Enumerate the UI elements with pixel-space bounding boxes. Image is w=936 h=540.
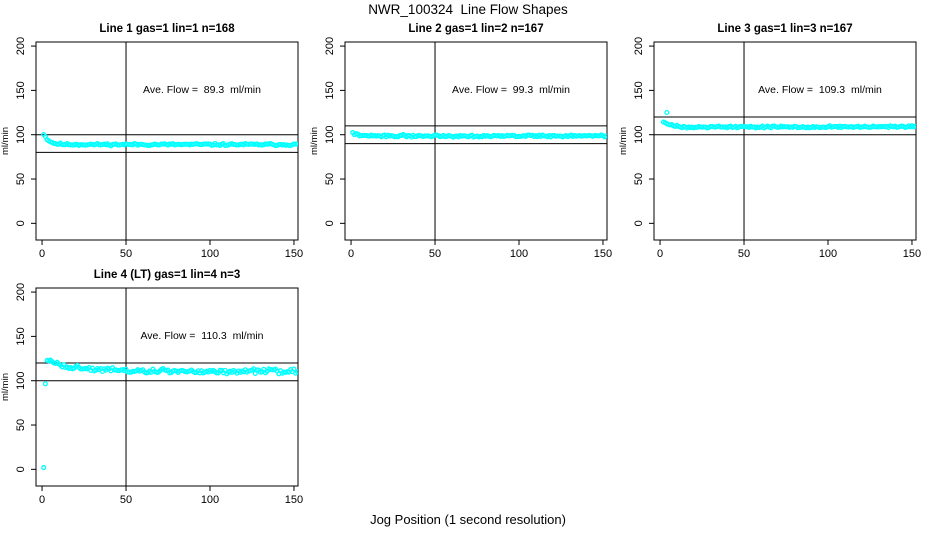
svg-text:0: 0 xyxy=(39,494,45,506)
svg-text:150: 150 xyxy=(324,81,336,99)
panel-line-2: 0 50 100 150 0 50 100 150 200 ml/min Line 2 gas=1… xyxy=(309,16,621,262)
svg-text:150: 150 xyxy=(285,494,303,506)
svg-text:50: 50 xyxy=(324,173,336,185)
x-axis-label: Jog Position (1 second resolution) xyxy=(370,512,566,527)
svg-text:100: 100 xyxy=(15,126,27,144)
scatter-plot-line-1: 0 50 100 150 0 50 100 150 200 ml/min xyxy=(0,37,303,260)
scatter-plot-line-4: 0 50 100 150 0 50 100 150 200 ml/min xyxy=(0,283,303,506)
svg-text:150: 150 xyxy=(594,248,612,260)
ave-flow-label: Ave. Flow = 109.3 ml/min xyxy=(758,84,882,96)
svg-text:150: 150 xyxy=(633,81,645,99)
svg-text:100: 100 xyxy=(819,248,837,260)
panel-line-4: 0 50 100 150 0 50 100 150 200 ml/min Line 4 (LT) … xyxy=(0,262,312,508)
ave-flow-label: Ave. Flow = 99.3 ml/min xyxy=(452,84,570,96)
svg-text:ml/min: ml/min xyxy=(309,127,320,155)
svg-text:50: 50 xyxy=(120,494,132,506)
svg-text:100: 100 xyxy=(201,494,219,506)
svg-text:50: 50 xyxy=(738,248,750,260)
svg-text:100: 100 xyxy=(15,372,27,390)
svg-text:ml/min: ml/min xyxy=(0,127,11,155)
svg-text:0: 0 xyxy=(348,248,354,260)
svg-text:100: 100 xyxy=(510,248,528,260)
svg-text:50: 50 xyxy=(15,173,27,185)
ave-flow-label: Ave. Flow = 110.3 ml/min xyxy=(140,330,264,342)
panel-line-3: 0 50 100 150 0 50 100 150 200 ml/min Line 3 gas=1… xyxy=(618,16,930,262)
svg-text:150: 150 xyxy=(285,248,303,260)
panel-line-1: 0 50 100 150 0 50 100 150 200 ml/min Line 1 gas=1… xyxy=(0,16,312,262)
panel-title: Line 4 (LT) gas=1 lin=4 n=3 xyxy=(93,269,241,281)
svg-text:50: 50 xyxy=(15,419,27,431)
figure-title: NWR_100324 Line Flow Shapes xyxy=(368,2,568,17)
svg-text:ml/min: ml/min xyxy=(0,373,11,401)
svg-text:0: 0 xyxy=(15,466,27,472)
svg-text:ml/min: ml/min xyxy=(618,127,629,155)
svg-text:0: 0 xyxy=(39,248,45,260)
scatter-plot-line-3: 0 50 100 150 0 50 100 150 200 ml/min xyxy=(618,37,921,260)
svg-text:0: 0 xyxy=(324,220,336,226)
svg-text:200: 200 xyxy=(324,37,336,55)
scatter-plot-line-2: 0 50 100 150 0 50 100 150 200 ml/min xyxy=(309,37,612,260)
svg-text:50: 50 xyxy=(120,248,132,260)
svg-text:150: 150 xyxy=(903,248,921,260)
panel-title: Line 1 gas=1 lin=1 n=168 xyxy=(99,23,235,35)
ave-flow-label: Ave. Flow = 89.3 ml/min xyxy=(143,84,261,96)
panel-title: Line 2 gas=1 lin=2 n=167 xyxy=(408,23,544,35)
svg-text:100: 100 xyxy=(633,126,645,144)
svg-text:100: 100 xyxy=(324,126,336,144)
svg-text:0: 0 xyxy=(657,248,663,260)
svg-text:150: 150 xyxy=(15,81,27,99)
svg-text:200: 200 xyxy=(15,283,27,301)
panel-title: Line 3 gas=1 lin=3 n=167 xyxy=(717,23,853,35)
svg-text:150: 150 xyxy=(15,327,27,345)
svg-text:200: 200 xyxy=(633,37,645,55)
svg-text:50: 50 xyxy=(429,248,441,260)
svg-text:50: 50 xyxy=(633,173,645,185)
svg-text:0: 0 xyxy=(15,220,27,226)
svg-text:200: 200 xyxy=(15,37,27,55)
svg-text:0: 0 xyxy=(633,220,645,226)
svg-text:100: 100 xyxy=(201,248,219,260)
